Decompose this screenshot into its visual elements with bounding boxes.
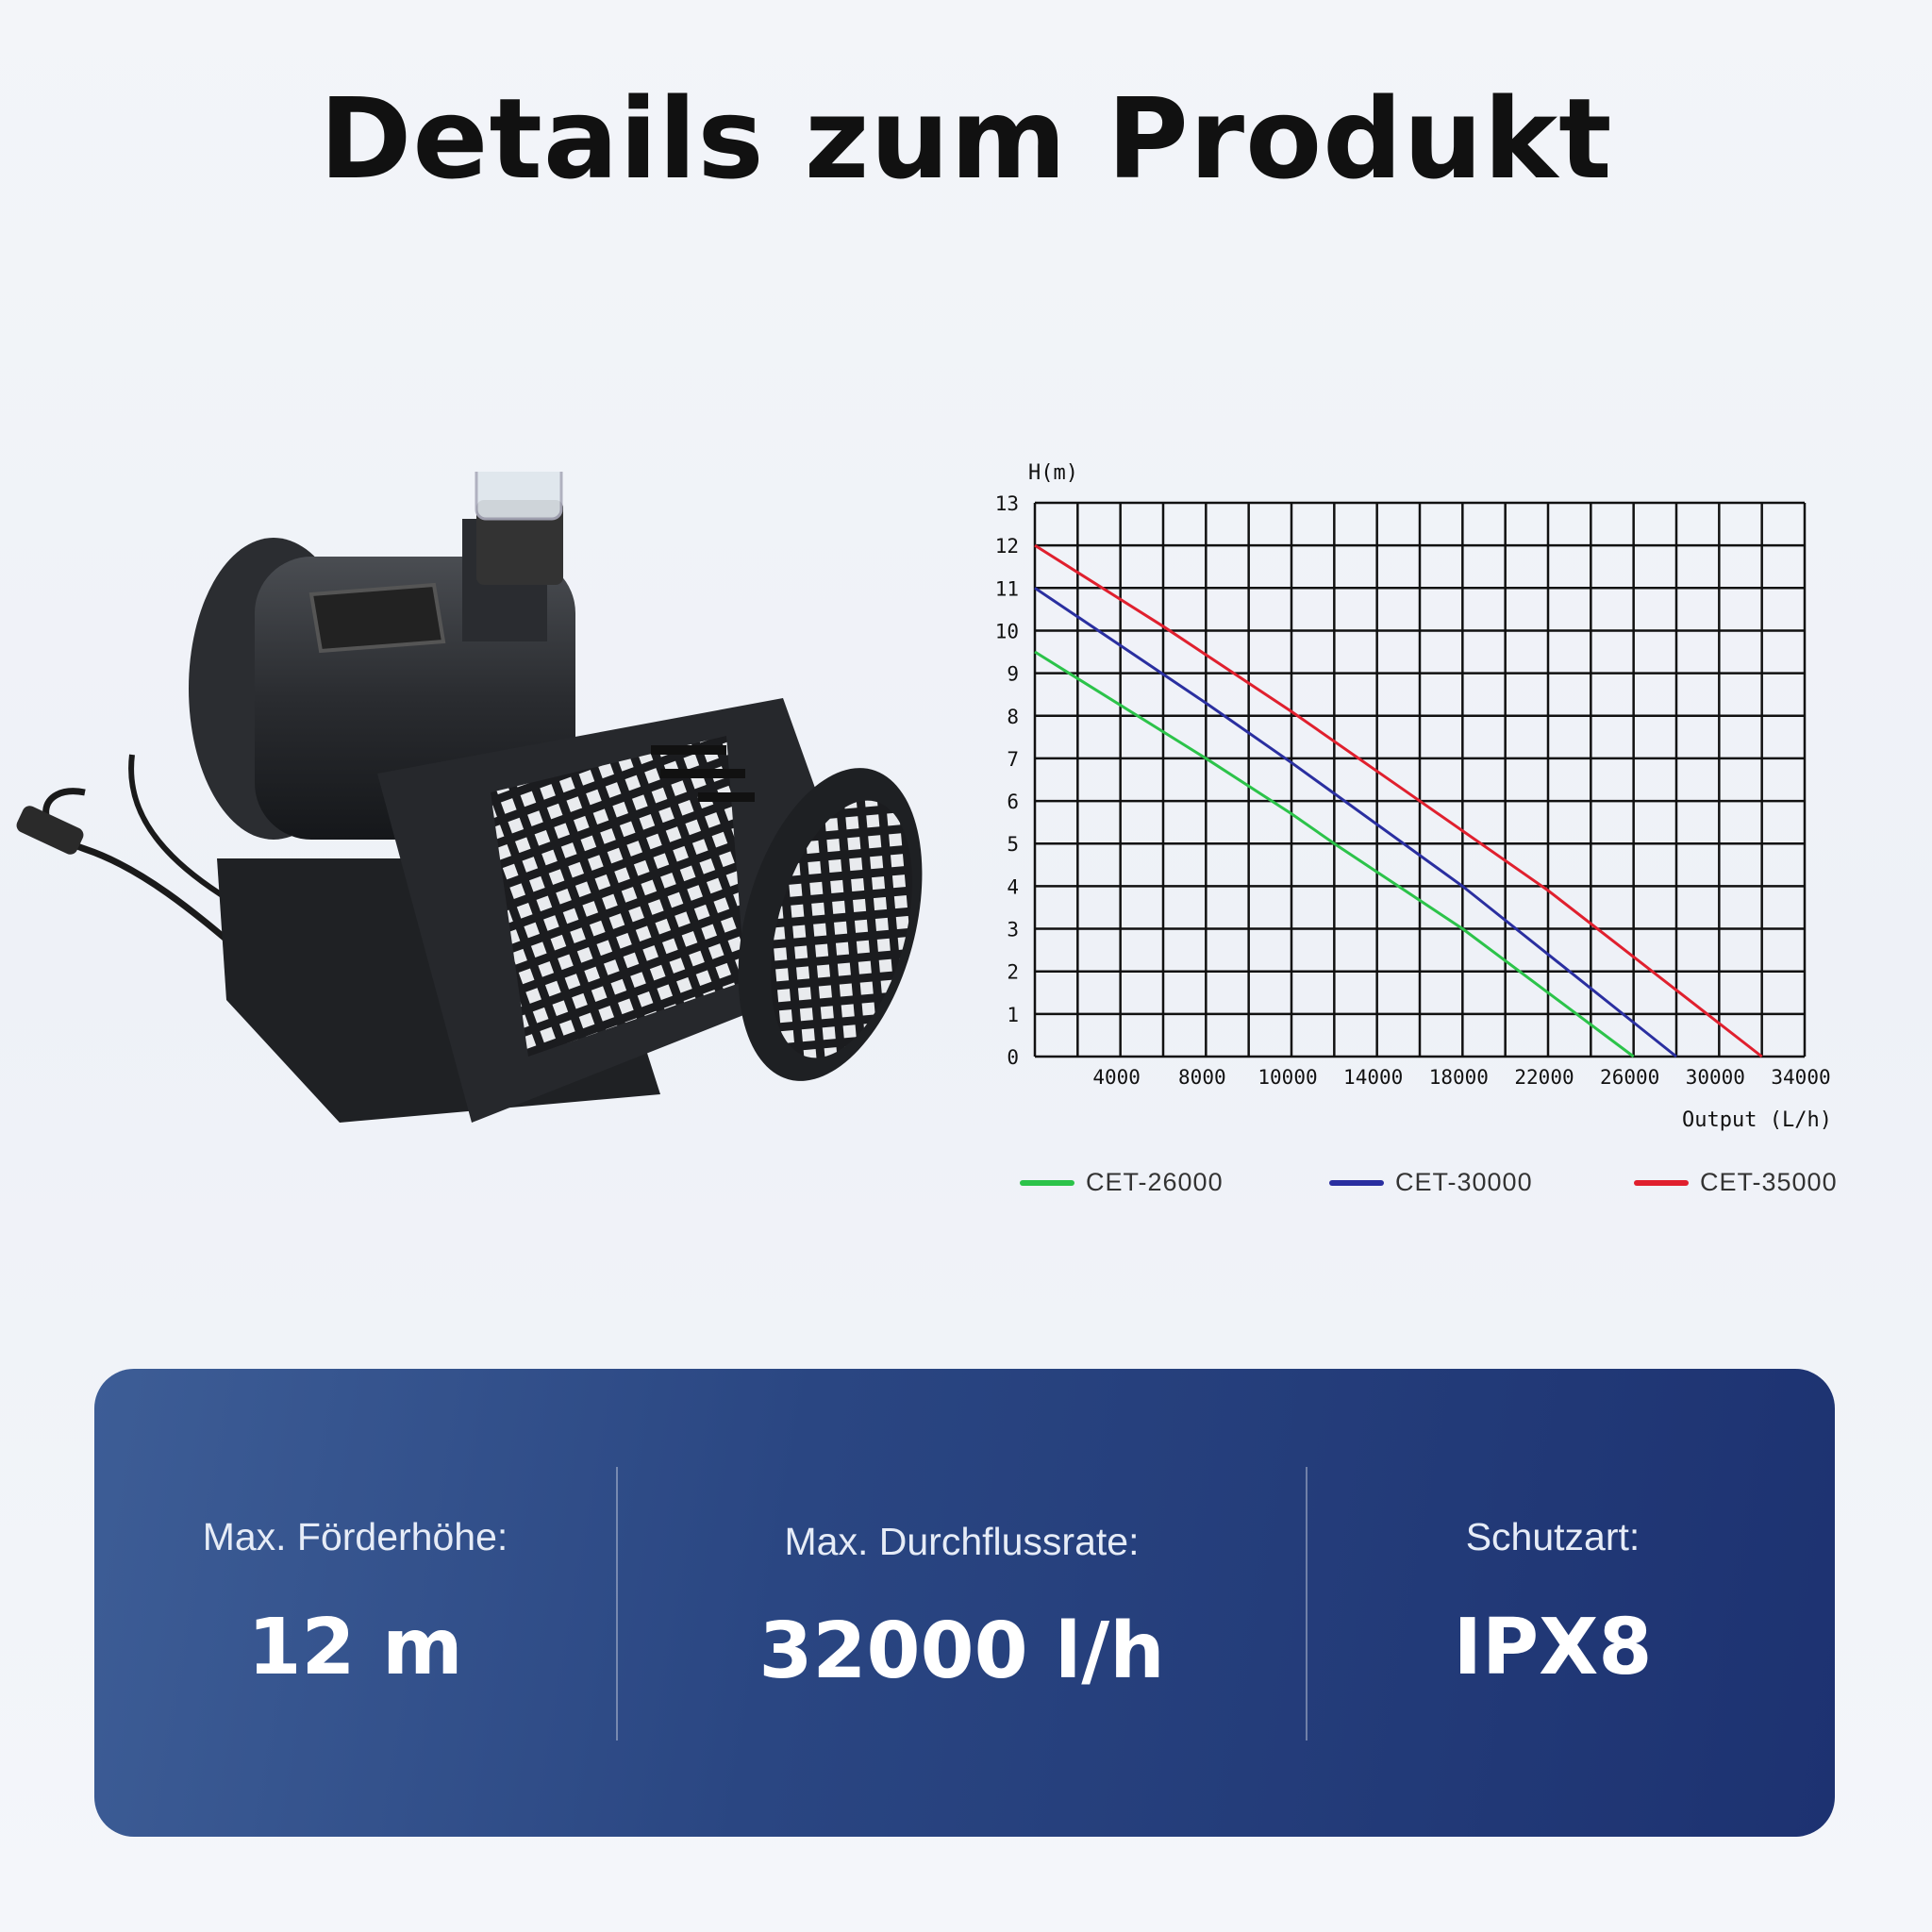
spec-max-head: Max. Förderhöhe: 12 m	[94, 1369, 616, 1837]
y-axis-label: H(m)	[1028, 461, 1078, 485]
pond-pump-illustration	[16, 472, 923, 1123]
series-line-cet-26000	[1034, 650, 1635, 1058]
x-tick-label: 18000	[1429, 1066, 1489, 1089]
y-tick-label: 3	[1007, 919, 1019, 941]
x-axis-ticks: 4000 8000 10000 14000 18000 22000 26000 30000 34…	[1092, 1066, 1830, 1089]
spec-value: IPX8	[1453, 1603, 1653, 1692]
legend-item: CET-35000	[1634, 1168, 1838, 1197]
legend-swatch	[1020, 1179, 1074, 1186]
y-tick-label: 5	[1007, 833, 1019, 856]
x-tick-label: 30000	[1686, 1066, 1745, 1089]
y-tick-label: 12	[995, 535, 1019, 558]
page-title: Details zum Produkt	[319, 74, 1613, 204]
y-tick-label: 10	[995, 620, 1019, 642]
series-line-cet-30000	[1034, 587, 1677, 1058]
legend-item: CET-30000	[1329, 1168, 1533, 1197]
spec-value: 12 m	[247, 1603, 463, 1692]
y-tick-label: 6	[1007, 791, 1019, 813]
series-line-cet-35000	[1034, 543, 1763, 1058]
specs-panel: Max. Förderhöhe: 12 m Max. Durchflussrat…	[94, 1369, 1835, 1837]
y-tick-label: 4	[1007, 875, 1019, 898]
x-tick-label: 10000	[1257, 1066, 1317, 1089]
y-tick-label: 11	[995, 577, 1019, 600]
x-tick-label: 14000	[1343, 1066, 1403, 1089]
y-tick-label: 7	[1007, 748, 1019, 771]
x-axis-label: Output (L/h)	[1682, 1108, 1832, 1132]
chart-series	[1034, 543, 1763, 1058]
divider	[616, 1467, 618, 1740]
y-tick-label: 9	[1007, 663, 1019, 686]
legend-item: CET-26000	[1020, 1168, 1224, 1197]
spec-protection-class: Schutzart: IPX8	[1307, 1369, 1798, 1837]
spec-max-flow: Max. Durchflussrate: 32000 l/h	[618, 1369, 1306, 1837]
y-tick-label: 0	[1007, 1046, 1019, 1069]
divider	[1306, 1467, 1307, 1740]
x-tick-label: 4000	[1092, 1066, 1141, 1089]
y-tick-label: 1	[1007, 1004, 1019, 1026]
y-tick-label: 13	[995, 492, 1019, 515]
spec-label: Schutzart:	[1465, 1515, 1641, 1558]
spec-label: Max. Durchflussrate:	[784, 1520, 1140, 1563]
x-tick-label: 34000	[1771, 1066, 1830, 1089]
legend-label: CET-35000	[1700, 1168, 1838, 1196]
y-tick-label: 2	[1007, 961, 1019, 984]
legend-label: CET-30000	[1395, 1168, 1533, 1196]
x-tick-label: 26000	[1600, 1066, 1659, 1089]
x-tick-label: 22000	[1514, 1066, 1574, 1089]
legend-swatch	[1329, 1179, 1384, 1186]
x-tick-label: 8000	[1178, 1066, 1226, 1089]
chart-grid	[1033, 501, 1807, 1058]
y-tick-label: 8	[1007, 706, 1019, 728]
spec-value: 32000 l/h	[758, 1607, 1165, 1696]
legend-label: CET-26000	[1086, 1168, 1224, 1196]
spec-label: Max. Förderhöhe:	[202, 1515, 508, 1558]
legend-swatch	[1634, 1179, 1689, 1186]
